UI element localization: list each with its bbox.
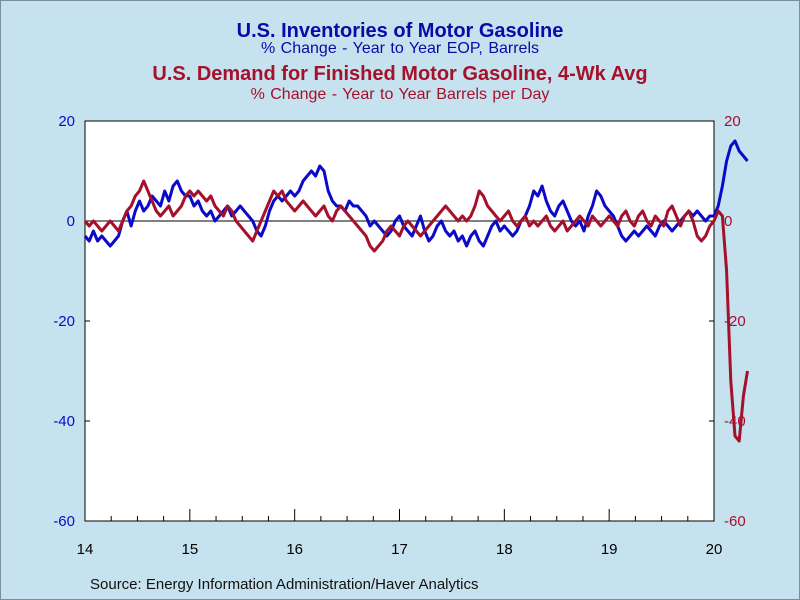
x-tick-label: 18 (496, 541, 513, 558)
x-tick-label: 20 (706, 541, 723, 558)
y-tick-label-left: -20 (53, 313, 75, 330)
chart-title-demand: U.S. Demand for Finished Motor Gasoline,… (152, 63, 648, 85)
chart-subtitle-demand: % Change - Year to Year Barrels per Day (250, 86, 550, 103)
chart-subtitle-inventories: % Change - Year to Year EOP, Barrels (261, 40, 539, 57)
x-tick-label: 14 (77, 541, 94, 558)
x-tick-label: 19 (601, 541, 618, 558)
x-tick-label: 16 (286, 541, 303, 558)
y-tick-label-left: 0 (67, 213, 75, 230)
chart-title-inventories: U.S. Inventories of Motor Gasoline (236, 20, 564, 42)
x-tick-label: 17 (391, 541, 408, 558)
y-tick-label-right: 0 (724, 213, 732, 230)
source-note: Source: Energy Information Administratio… (90, 576, 479, 593)
series-line-demand (83, 179, 749, 443)
y-tick-label-right: 20 (724, 113, 741, 130)
y-tick-label-left: -60 (53, 513, 75, 530)
y-tick-label-left: 20 (58, 113, 75, 130)
y-tick-label-right: -60 (724, 513, 746, 530)
series-line-inventories (83, 139, 749, 248)
x-tick-label: 15 (181, 541, 198, 558)
y-tick-label-left: -40 (53, 413, 75, 430)
plot-area (84, 120, 715, 522)
